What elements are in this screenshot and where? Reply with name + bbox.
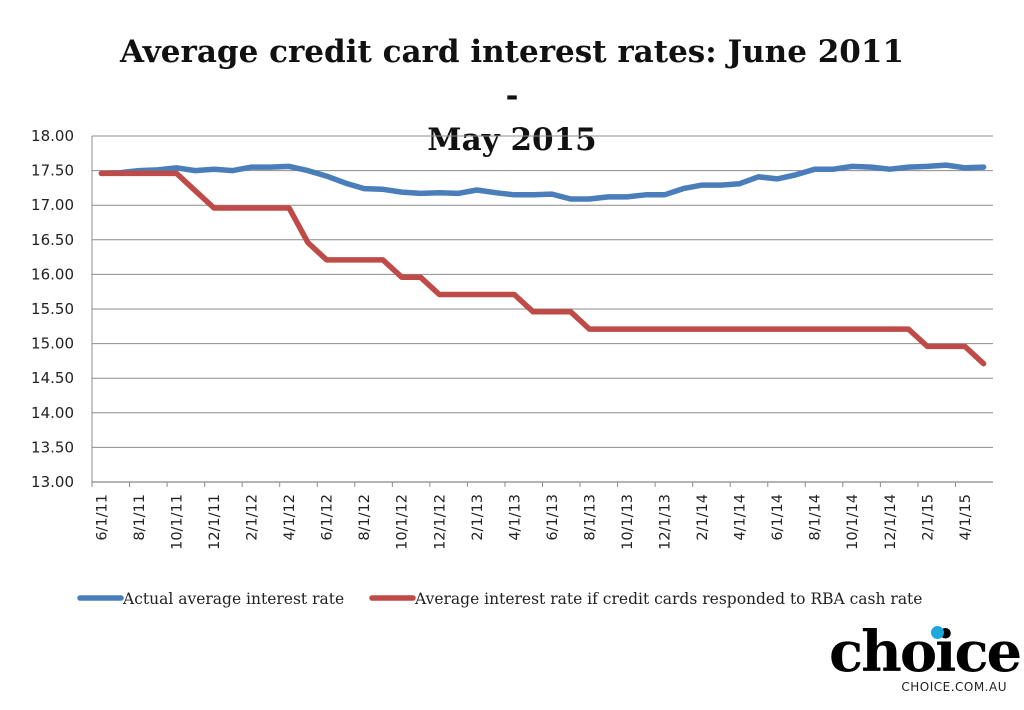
y-tick-label: 16.00	[31, 265, 74, 283]
x-tick-label: 8/1/14	[808, 494, 824, 541]
x-tick-label: 6/1/12	[320, 494, 336, 541]
y-tick-label: 15.00	[31, 335, 74, 353]
x-tick-label: 8/1/13	[582, 494, 598, 541]
x-axis-ticks: 6/1/11 8/1/11 10/1/11 12/1/11 2/1/12 4/1/12 6/…	[91, 482, 974, 550]
x-tick-label: 10/1/13	[620, 494, 636, 550]
legend: Actual average interest rate Average inte…	[77, 590, 922, 608]
logo-wordmark: choice	[829, 619, 1022, 685]
y-tick-label: 13.00	[31, 473, 74, 491]
x-tick-label: 2/1/13	[470, 494, 486, 541]
x-tick-label: 12/1/12	[432, 494, 448, 550]
y-axis-ticks: 13.00 13.50 14.00 14.50 15.00 15.50 16.00 16.50…	[31, 127, 74, 491]
x-tick-label: 2/1/14	[695, 494, 711, 541]
y-tick-label: 18.00	[31, 127, 74, 145]
chart-title-line-2: May 2015	[427, 122, 597, 158]
x-tick-label: 12/1/14	[883, 494, 899, 550]
x-tick-label: 6/1/13	[545, 494, 561, 541]
y-tick-label: 16.50	[31, 231, 74, 249]
series-line-actual	[98, 162, 987, 202]
x-tick-label: 10/1/12	[395, 494, 411, 550]
series-lines	[98, 162, 987, 367]
x-tick-label: 2/1/12	[245, 494, 261, 541]
choice-logo: choice CHOICE.COM.AU	[829, 619, 1022, 700]
x-tick-label: 10/1/11	[169, 494, 185, 550]
y-tick-label: 15.50	[31, 300, 74, 318]
x-tick-label: 8/1/12	[357, 494, 373, 541]
legend-label: Average interest rate if credit cards re…	[414, 590, 922, 608]
x-tick-label: 4/1/12	[282, 494, 298, 541]
y-tick-label: 14.00	[31, 404, 74, 422]
x-tick-label: 2/1/15	[920, 494, 936, 541]
x-tick-label: 10/1/14	[845, 494, 861, 550]
chart-title: Average credit card interest rates: June…	[112, 30, 912, 162]
x-tick-label: 12/1/13	[658, 494, 674, 550]
x-tick-label: 6/1/14	[770, 494, 786, 541]
x-tick-label: 4/1/13	[507, 494, 523, 541]
y-tick-label: 17.00	[31, 196, 74, 214]
y-tick-label: 13.50	[31, 438, 74, 456]
x-tick-label: 4/1/15	[958, 494, 974, 541]
legend-label: Actual average interest rate	[122, 590, 344, 608]
chart-title-line-1: Average credit card interest rates: June…	[119, 34, 905, 114]
logo-accent-dot	[931, 626, 944, 639]
y-tick-label: 17.50	[31, 162, 74, 180]
logo-site: CHOICE.COM.AU	[901, 680, 1007, 694]
x-tick-label: 6/1/11	[94, 494, 110, 541]
y-tick-label: 14.50	[31, 369, 74, 387]
x-tick-label: 8/1/11	[132, 494, 148, 541]
x-tick-label: 4/1/14	[733, 494, 749, 541]
gridlines	[91, 135, 993, 483]
series-line-rba	[98, 170, 987, 367]
x-tick-label: 12/1/11	[207, 494, 223, 550]
